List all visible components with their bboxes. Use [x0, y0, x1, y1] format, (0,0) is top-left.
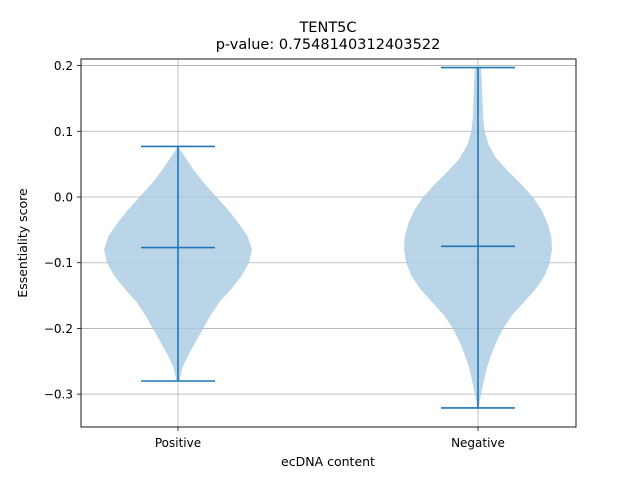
plot-frame — [80, 58, 577, 428]
y-axis-label: Essentiality score — [15, 188, 30, 298]
x-tick-label: Positive — [155, 436, 201, 450]
x-tick-label: Negative — [451, 436, 505, 450]
x-axis-label: ecDNA content — [281, 454, 375, 469]
chart-title: TENT5C — [298, 20, 356, 36]
y-tick-label: −0.2 — [44, 322, 73, 336]
violin-layer — [104, 66, 552, 409]
chart-subtitle: p-value: 0.7548140312403522 — [216, 37, 441, 53]
y-tick-label: 0.0 — [54, 191, 73, 205]
axes-layer: −0.3 −0.2 −0.1 0.0 0.1 0.2 Positive Negative — [44, 58, 577, 450]
y-tick-label: −0.3 — [44, 388, 73, 402]
y-tick-label: 0.1 — [54, 125, 73, 139]
y-tick-label: −0.1 — [44, 256, 73, 270]
y-tick-label: 0.2 — [54, 59, 73, 73]
